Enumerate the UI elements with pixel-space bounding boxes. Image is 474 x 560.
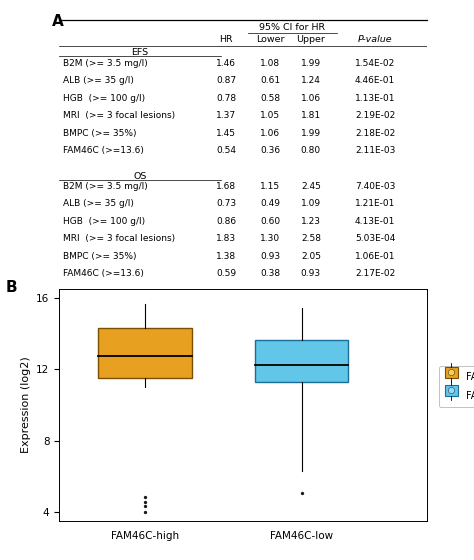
Text: 0.93: 0.93 <box>260 252 281 261</box>
Text: Lower: Lower <box>256 35 285 44</box>
Text: 2.18E-02: 2.18E-02 <box>355 129 395 138</box>
Text: 5.03E-04: 5.03E-04 <box>355 235 395 244</box>
Text: 0.49: 0.49 <box>261 199 281 208</box>
Text: 4.46E-01: 4.46E-01 <box>355 76 395 85</box>
Text: 0.73: 0.73 <box>216 199 237 208</box>
Text: 0.54: 0.54 <box>217 146 237 155</box>
Text: OS: OS <box>133 171 147 180</box>
Bar <box>255 340 348 381</box>
Text: 0.80: 0.80 <box>301 146 321 155</box>
Text: 1.30: 1.30 <box>260 235 281 244</box>
Text: FAM46C (>=13.6): FAM46C (>=13.6) <box>63 146 144 155</box>
Text: 1.09: 1.09 <box>301 199 321 208</box>
Text: HGB  (>= 100 g/l): HGB (>= 100 g/l) <box>63 94 145 102</box>
Text: 7.40E-03: 7.40E-03 <box>355 182 395 191</box>
Text: 1.99: 1.99 <box>301 129 321 138</box>
Text: 1.81: 1.81 <box>301 111 321 120</box>
Text: HR: HR <box>219 35 233 44</box>
Text: FAM46C (>=13.6): FAM46C (>=13.6) <box>63 269 144 278</box>
Text: 1.13E-01: 1.13E-01 <box>355 94 395 102</box>
Text: 2.58: 2.58 <box>301 235 321 244</box>
Text: 2.45: 2.45 <box>301 182 321 191</box>
Text: 0.36: 0.36 <box>260 146 281 155</box>
Text: B2M (>= 3.5 mg/l): B2M (>= 3.5 mg/l) <box>63 182 148 191</box>
Text: B: B <box>6 279 18 295</box>
Text: 0.93: 0.93 <box>301 269 321 278</box>
Text: HGB  (>= 100 g/l): HGB (>= 100 g/l) <box>63 217 145 226</box>
Text: 2.19E-02: 2.19E-02 <box>355 111 395 120</box>
Text: 1.15: 1.15 <box>260 182 281 191</box>
Text: 1.06E-01: 1.06E-01 <box>355 252 395 261</box>
Text: 0.58: 0.58 <box>260 94 281 102</box>
Bar <box>98 328 192 378</box>
Text: 0.78: 0.78 <box>216 94 237 102</box>
Text: ALB (>= 35 g/l): ALB (>= 35 g/l) <box>63 199 134 208</box>
Text: 0.60: 0.60 <box>260 217 281 226</box>
Legend: FAM46C-high, FAM46C-low: FAM46C-high, FAM46C-low <box>439 366 474 407</box>
Text: 1.83: 1.83 <box>216 235 237 244</box>
Text: EFS: EFS <box>131 48 149 57</box>
Text: 2.17E-02: 2.17E-02 <box>355 269 395 278</box>
Text: 4.13E-01: 4.13E-01 <box>355 217 395 226</box>
Text: 1.06: 1.06 <box>260 129 281 138</box>
Text: ALB (>= 35 g/l): ALB (>= 35 g/l) <box>63 76 134 85</box>
Text: 0.38: 0.38 <box>260 269 281 278</box>
Text: B2M (>= 3.5 mg/l): B2M (>= 3.5 mg/l) <box>63 59 148 68</box>
Text: 1.23: 1.23 <box>301 217 321 226</box>
Text: 1.21E-01: 1.21E-01 <box>355 199 395 208</box>
Text: BMPC (>= 35%): BMPC (>= 35%) <box>63 252 137 261</box>
Text: MRI  (>= 3 focal lesions): MRI (>= 3 focal lesions) <box>63 235 175 244</box>
Text: 2.05: 2.05 <box>301 252 321 261</box>
Text: 1.05: 1.05 <box>260 111 281 120</box>
Text: 1.99: 1.99 <box>301 59 321 68</box>
Y-axis label: Expression (log2): Expression (log2) <box>21 357 31 453</box>
Text: 1.06: 1.06 <box>301 94 321 102</box>
Text: BMPC (>= 35%): BMPC (>= 35%) <box>63 129 137 138</box>
Text: A: A <box>52 15 64 29</box>
Text: 95% CI for HR: 95% CI for HR <box>259 24 326 32</box>
Text: 1.38: 1.38 <box>216 252 237 261</box>
Text: P-value: P-value <box>358 35 392 44</box>
Text: MRI  (>= 3 focal lesions): MRI (>= 3 focal lesions) <box>63 111 175 120</box>
Text: 1.24: 1.24 <box>301 76 321 85</box>
Text: Upper: Upper <box>296 35 325 44</box>
Text: 1.08: 1.08 <box>260 59 281 68</box>
Text: 1.45: 1.45 <box>217 129 237 138</box>
Text: 1.46: 1.46 <box>217 59 237 68</box>
Text: 0.87: 0.87 <box>216 76 237 85</box>
Text: 0.86: 0.86 <box>216 217 237 226</box>
Text: 1.54E-02: 1.54E-02 <box>355 59 395 68</box>
Text: 1.68: 1.68 <box>216 182 237 191</box>
Text: 0.61: 0.61 <box>260 76 281 85</box>
Text: 1.37: 1.37 <box>216 111 237 120</box>
Text: 0.59: 0.59 <box>216 269 237 278</box>
Text: 2.11E-03: 2.11E-03 <box>355 146 395 155</box>
